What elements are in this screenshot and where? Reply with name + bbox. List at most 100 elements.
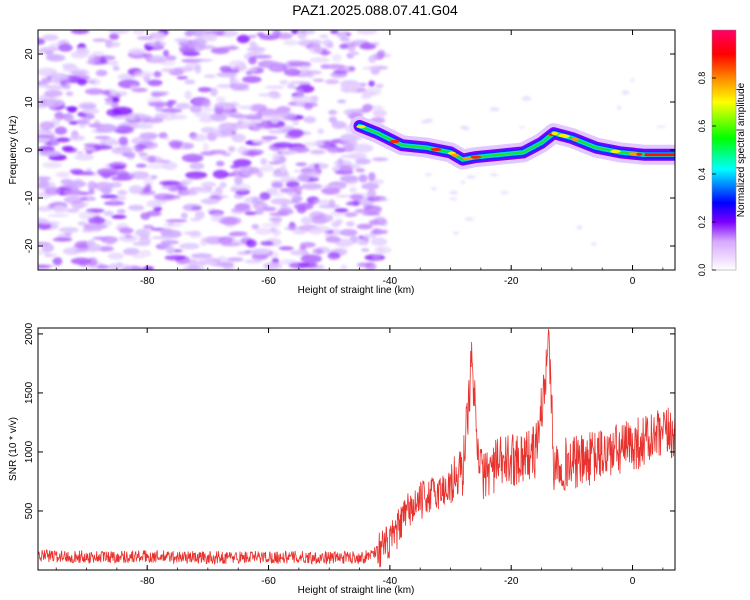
noise-blob [246,113,260,120]
noise-blob [38,67,58,77]
noise-blob [375,83,384,89]
noise-blob [52,257,63,266]
noise-blob [231,133,246,143]
noise-blob [186,30,205,36]
noise-blob [339,165,353,173]
noise-blob [78,211,95,220]
noise-blob [136,36,157,40]
noise-blob [116,262,124,267]
noise-blob [230,107,238,113]
noise-blob [237,146,248,155]
noise-blob [295,162,308,167]
noise-blob [216,72,238,78]
noise-blob [85,208,105,214]
noise-blob [165,245,175,255]
noise-blob [362,212,381,216]
noise-blob [96,123,117,133]
noise-blob [158,132,168,139]
noise-blob [319,34,329,39]
noise-blob [203,74,216,78]
noise-blob [38,264,51,269]
noise-blob [163,222,184,227]
noise-blob [94,136,111,140]
noise-blob [263,115,285,120]
noise-blob [330,30,339,35]
noise-blob [87,216,106,225]
noise-blob [61,145,74,152]
noise-blob [299,242,316,248]
noise-blob [312,78,325,83]
noise-speckle [591,242,597,246]
noise-blob [112,30,123,33]
noise-blob [42,161,63,169]
noise-blob [65,91,74,97]
noise-blob [271,218,282,224]
noise-blob [333,159,352,167]
noise-blob [297,173,310,182]
x-tick-label: -20 [504,276,519,287]
noise-blob [339,37,351,42]
noise-speckle [424,118,434,124]
noise-blob [269,227,277,233]
noise-blob [58,227,79,233]
noise-blob [54,126,68,135]
noise-blob [248,56,257,65]
noise-blob [220,242,241,247]
noise-blob [79,103,97,109]
colorbar-tick-label: 0.0 [697,264,707,277]
noise-blob [100,194,119,199]
noise-blob [190,58,213,62]
noise-blob [197,87,212,93]
noise-blob [40,46,59,52]
noise-blob [159,241,172,248]
noise-blob [377,246,385,256]
noise-blob [229,83,250,90]
noise-blob [268,161,281,165]
noise-blob [270,92,282,100]
noise-speckle [630,78,635,82]
noise-blob [87,257,98,267]
noise-blob [242,75,262,84]
noise-blob [308,228,323,236]
x-tick-label: -40 [383,276,398,287]
x-tick-label: -60 [261,276,276,287]
noise-blob [251,196,260,205]
noise-blob [285,180,300,188]
noise-blob [180,212,188,219]
noise-blob [143,177,154,187]
noise-blob [38,80,49,86]
noise-blob [160,108,183,114]
noise-blob [154,91,170,95]
noise-blob [244,259,262,264]
noise-blob [69,135,86,141]
noise-blob [371,157,389,162]
noise-blob [173,66,194,73]
noise-blob [74,154,95,161]
noise-blob [317,128,325,135]
noise-blob [216,96,226,103]
noise-blob [39,150,62,157]
noise-blob [104,101,114,105]
noise-blob [38,103,49,108]
noise-blob [373,217,387,226]
noise-blob [88,188,95,195]
noise-blob [264,85,286,90]
noise-blob [98,139,119,145]
noise-blob [184,90,192,100]
track-core [358,125,675,161]
noise-blob [323,184,345,189]
noise-blob [146,200,162,208]
noise-blob [266,61,285,70]
noise-blob [276,106,291,114]
noise-blob [300,216,313,225]
noise-blob [44,187,62,196]
noise-blob [308,46,323,54]
noise-blob [283,39,300,46]
noise-blob [354,209,368,214]
noise-blob [272,142,294,149]
noise-blob [134,148,144,153]
noise-blob [355,158,371,165]
noise-blob [361,182,380,190]
noise-blob [133,144,147,150]
noise-blob [205,127,222,131]
